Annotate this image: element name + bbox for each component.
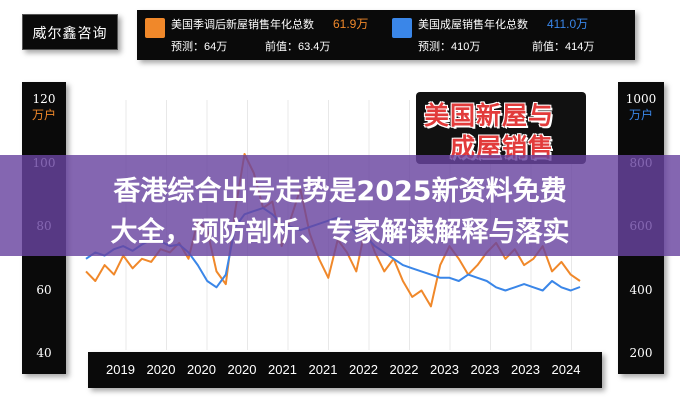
legend-title-seasonal: 美国季调后新屋销售年化总数 — [171, 19, 314, 31]
legend-swatch-existing — [392, 18, 412, 38]
headline-line-1: 香港综合出号走势是2025新资料免费 — [113, 176, 567, 207]
left-axis-unit-value: 120 — [32, 92, 56, 106]
right-axis-tick-0: 200 — [629, 346, 653, 360]
brand-label: 威尔鑫咨询 — [32, 25, 108, 41]
x-tick-label-10: 2023 — [511, 362, 540, 377]
x-tick-label-9: 2023 — [470, 362, 500, 377]
legend-previous-seasonal: 前值：63.4万 — [265, 41, 331, 53]
right-axis-unit-label: 万户 — [628, 108, 653, 122]
left-axis-tick-0: 40 — [36, 346, 52, 360]
headline-banner: 香港综合出号走势是2025新资料免费 大全，预防剖析、专家解读解释与落实 — [0, 155, 680, 256]
right-axis-unit-value: 1000 — [625, 92, 657, 106]
legend-swatch-seasonal — [145, 18, 165, 38]
x-tick-label-11: 2024 — [551, 362, 581, 377]
legend-previous-existing: 前值：414万 — [532, 41, 595, 53]
x-tick-label-8: 2023 — [430, 362, 459, 377]
legend: 美国季调后新屋销售年化总数 61.9万 预测：64万 前值：63.4万 美国成屋… — [137, 10, 635, 60]
brand-box: 威尔鑫咨询 — [22, 14, 118, 50]
x-axis-panel: 2019 2020 2020 2020 2021 2021 2022 2022 2023 2023… — [88, 352, 602, 388]
left-axis-tick-1: 60 — [36, 282, 52, 297]
chart-stamp: 美国新屋与 成屋销售 — [416, 92, 586, 164]
x-tick-label-7: 2022 — [389, 362, 419, 377]
x-tick-label-2: 2020 — [187, 362, 216, 377]
stamp-line-1: 美国新屋与 — [424, 101, 555, 130]
x-tick-label-4: 2021 — [268, 362, 297, 377]
x-tick-label-5: 2021 — [308, 362, 338, 377]
x-tick-label-3: 2020 — [227, 362, 257, 377]
headline-line-2: 大全，预防剖析、专家解读解释与落实 — [110, 217, 570, 248]
left-axis-unit-label: 万户 — [31, 108, 56, 122]
x-tick-label-1: 2020 — [146, 362, 176, 377]
legend-forecast-existing: 预测：410万 — [418, 41, 481, 53]
legend-value-existing: 411.0万 — [547, 17, 589, 31]
right-axis-tick-1: 400 — [629, 282, 653, 297]
x-tick-label-0: 2019 — [106, 362, 135, 377]
legend-title-existing: 美国成屋销售年化总数 — [418, 19, 528, 31]
x-tick-label-6: 2022 — [349, 362, 378, 377]
legend-forecast-seasonal: 预测：64万 — [171, 41, 228, 53]
legend-value-seasonal: 61.9万 — [333, 17, 369, 31]
